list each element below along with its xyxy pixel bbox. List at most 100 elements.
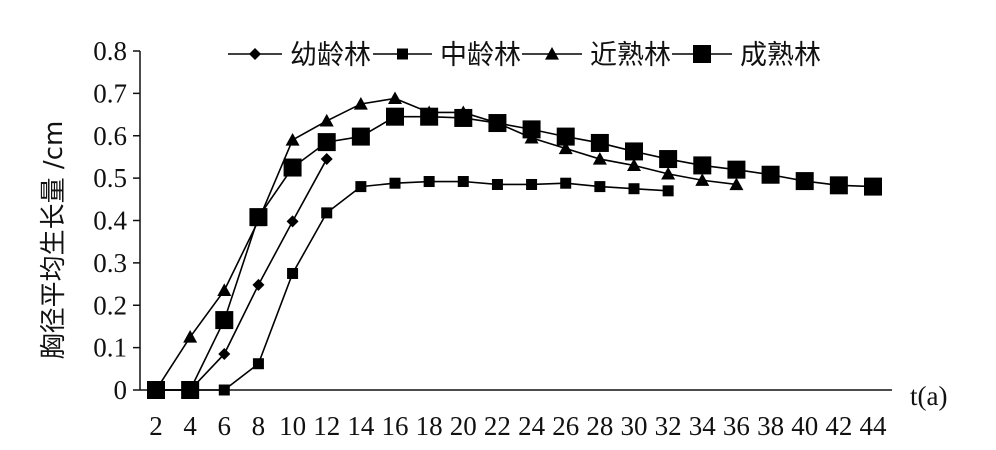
- large-square-marker: [727, 160, 746, 179]
- square-marker: [252, 358, 264, 370]
- square-marker: [662, 185, 674, 197]
- y-tick-label: 0.6: [93, 121, 127, 151]
- large-square-marker: [420, 107, 439, 126]
- y-tick-label: 0.2: [93, 290, 127, 320]
- tick-labels: 00.10.20.30.40.50.60.70.82 4 6 8 10 12 14 16 18 2…: [93, 36, 887, 441]
- x-tick-label: 20: [450, 411, 477, 441]
- x-tick-label: 24: [518, 411, 546, 441]
- square-marker: [560, 177, 572, 189]
- triangle-marker: [627, 158, 641, 172]
- triangle-marker: [661, 166, 676, 180]
- y-tick-label: 0.5: [93, 163, 127, 193]
- legend-label: 近熟林: [590, 40, 671, 71]
- axes: [133, 50, 892, 391]
- diamond-marker: [218, 347, 231, 360]
- x-tick-label: 42: [825, 411, 852, 441]
- large-square-marker: [693, 156, 712, 175]
- triangle-marker: [388, 91, 402, 105]
- y-tick-label: 0: [114, 375, 128, 405]
- y-tick-label: 0.7: [93, 78, 127, 108]
- square-marker: [397, 48, 408, 60]
- x-tick-label: 8: [252, 411, 266, 441]
- triangle-marker: [183, 330, 198, 343]
- y-tick-label: 0.3: [93, 248, 127, 278]
- series-3: [149, 91, 744, 396]
- square-marker: [628, 183, 640, 195]
- x-tick-label: 10: [279, 411, 306, 441]
- x-tick-label: 40: [791, 411, 818, 441]
- legend-item-4: 成熟林: [672, 40, 821, 71]
- legend-label: 中龄林: [440, 40, 521, 71]
- series-1: [150, 153, 333, 396]
- series-line: [156, 180, 669, 391]
- large-square-marker: [317, 133, 336, 152]
- triangle-marker: [558, 141, 573, 155]
- large-square-marker: [761, 165, 780, 184]
- large-square-marker: [147, 381, 165, 399]
- square-marker: [491, 178, 503, 190]
- series-layer: [147, 91, 882, 399]
- diamond-marker: [249, 48, 261, 60]
- large-square-marker: [454, 108, 473, 127]
- large-square-marker: [181, 381, 200, 399]
- large-square-marker: [283, 158, 302, 177]
- series-line: [156, 158, 328, 391]
- x-tick-label: 14: [347, 411, 375, 441]
- x-tick-label: 36: [723, 411, 750, 441]
- y-tick-label: 0.8: [93, 36, 127, 66]
- triangle-marker: [545, 47, 559, 60]
- x-tick-label: 32: [655, 411, 682, 441]
- large-square-marker: [659, 150, 678, 169]
- triangle-marker: [285, 132, 300, 146]
- x-tick-label: 26: [552, 411, 579, 441]
- triangle-marker: [319, 113, 334, 127]
- x-tick-label: 28: [586, 411, 613, 441]
- legend: 幼龄林 中龄林 近熟林 成熟林: [228, 40, 821, 71]
- x-tick-label: 38: [757, 411, 784, 441]
- large-square-marker: [488, 114, 507, 133]
- x-tick-label: 22: [484, 411, 511, 441]
- square-marker: [423, 176, 435, 188]
- x-tick-label: 4: [183, 411, 197, 441]
- y-tick-label: 0.4: [93, 206, 127, 236]
- square-marker: [355, 181, 367, 193]
- series-4: [147, 107, 882, 399]
- large-square-marker: [590, 133, 609, 152]
- series-line: [155, 97, 737, 391]
- x-tick-label: 6: [218, 411, 232, 441]
- diamond-marker: [320, 153, 333, 166]
- x-tick-label: 12: [313, 411, 340, 441]
- large-square-marker: [864, 177, 882, 196]
- x-tick-label: 30: [621, 411, 648, 441]
- x-tick-label: 18: [416, 411, 443, 441]
- x-axis-unit-label: t(a): [910, 381, 947, 411]
- large-square-marker: [249, 208, 268, 227]
- triangle-marker: [592, 152, 607, 165]
- square-marker: [594, 181, 606, 193]
- x-tick-label: 16: [382, 411, 409, 441]
- x-tick-label: 2: [149, 411, 163, 441]
- legend-item-3: 近熟林: [522, 40, 671, 71]
- triangle-marker: [695, 173, 710, 186]
- square-marker: [287, 267, 299, 279]
- large-square-marker: [215, 311, 234, 330]
- large-square-marker: [693, 45, 711, 63]
- diamond-marker: [286, 215, 299, 228]
- x-tick-label: 34: [689, 411, 717, 441]
- square-marker: [526, 178, 538, 190]
- square-marker: [218, 384, 230, 396]
- legend-label: 幼龄林: [290, 40, 371, 71]
- square-marker: [321, 207, 333, 219]
- square-marker: [389, 177, 401, 189]
- legend-item-1: 幼龄林: [228, 40, 371, 71]
- y-tick-label: 0.1: [93, 333, 127, 363]
- large-square-marker: [829, 176, 848, 195]
- square-marker: [457, 176, 469, 188]
- large-square-marker: [795, 172, 814, 191]
- y-axis-label: 胸径平均生长量 /cm: [39, 121, 69, 360]
- x-tick-label: 44: [860, 411, 888, 441]
- triangle-marker: [729, 177, 744, 191]
- diamond-marker: [252, 278, 265, 291]
- series-2: [150, 176, 674, 396]
